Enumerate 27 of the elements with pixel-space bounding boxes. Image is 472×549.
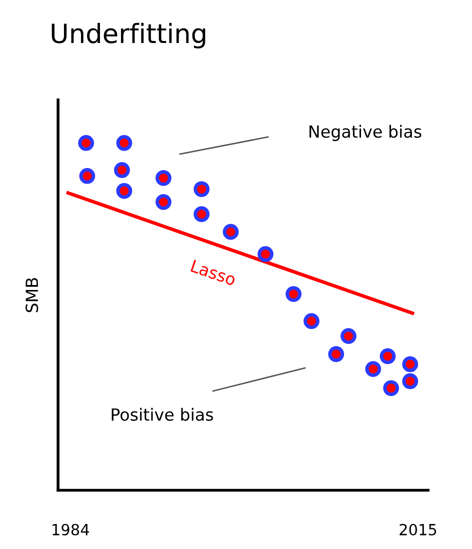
chart-title: Underfitting: [52, 22, 206, 48]
point: [156, 170, 172, 186]
point: [258, 246, 274, 262]
point: [380, 348, 396, 364]
text: Negative bias: [310, 124, 422, 142]
point: [156, 194, 172, 210]
point: [402, 373, 418, 390]
point: [194, 181, 210, 198]
point: [79, 168, 96, 184]
point: [78, 135, 94, 151]
point: [365, 361, 382, 378]
point: [194, 206, 210, 222]
point: [328, 346, 344, 362]
point: [304, 313, 320, 330]
annotation: Positive bias: [112, 408, 214, 421]
point: [116, 182, 132, 199]
x-tick-label: 1984: [52, 524, 89, 536]
text: Lasso: [190, 260, 237, 286]
point: [116, 135, 132, 151]
x-tick-label: 2015: [400, 524, 436, 536]
y-axis-title: SMB: [26, 278, 38, 312]
point: [383, 380, 400, 396]
point: [114, 162, 130, 178]
point: [340, 328, 356, 344]
point: [222, 224, 239, 240]
point: [286, 286, 302, 302]
point: [402, 356, 418, 372]
